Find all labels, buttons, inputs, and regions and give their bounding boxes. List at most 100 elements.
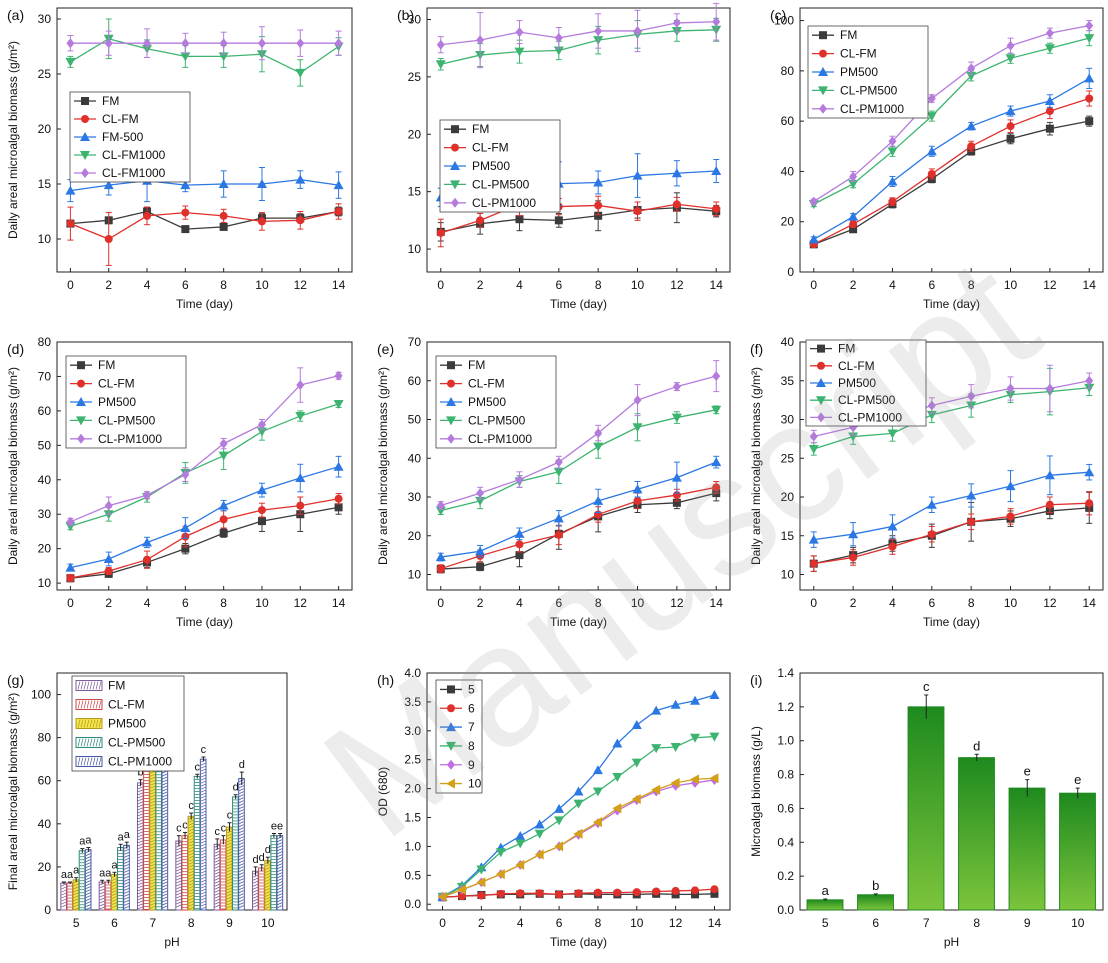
legend-label: CL-PM1000 [98, 432, 162, 446]
significance-label: c [221, 823, 227, 835]
data-point [515, 551, 524, 560]
data-point [435, 506, 446, 516]
bar-hatch [85, 907, 91, 911]
bar-hatch [265, 879, 271, 882]
bar-hatch [277, 899, 283, 903]
bar-hatch [200, 777, 206, 781]
bar-hatch [277, 839, 283, 843]
bar-hatch [162, 794, 168, 798]
bar-hatch [124, 863, 129, 867]
significance-label: d [233, 782, 239, 794]
legend-swatch-hatch [98, 757, 102, 766]
series [435, 455, 722, 562]
series [809, 491, 1094, 572]
bar-hatch [150, 848, 156, 852]
x-tick-label: 6 [928, 278, 935, 292]
x-tick-label: 12 [670, 278, 684, 292]
bar-hatch [124, 902, 129, 906]
data-point [65, 562, 76, 572]
bar-hatch [265, 900, 271, 903]
bar-hatch [200, 843, 206, 847]
bar-hatch [265, 897, 271, 900]
bar-hatch [176, 880, 182, 884]
data-point [181, 544, 190, 553]
legend-label: FM [108, 679, 125, 693]
bar-hatch [85, 868, 91, 872]
x-tick-label: 2 [850, 278, 857, 292]
bar-hatch [200, 804, 206, 808]
data-point [256, 179, 267, 188]
bar-hatch [277, 863, 283, 867]
y-tick-label: 50 [38, 438, 52, 452]
bar-hatch [200, 795, 206, 799]
bar-hatch [214, 904, 220, 908]
bar-hatch [200, 891, 206, 895]
plot-frame [56, 7, 353, 273]
bar-hatch [252, 886, 258, 890]
legend-marker [817, 361, 825, 370]
bar-hatch [200, 876, 206, 880]
bar-hatch [176, 871, 182, 875]
series [809, 20, 1094, 207]
bar-hatch [176, 901, 182, 905]
data-point [670, 742, 681, 752]
legend-label: FM [468, 358, 485, 372]
bar-hatch [176, 862, 182, 866]
series-line [70, 178, 339, 192]
bar-hatch [214, 856, 220, 860]
bar-hatch [162, 875, 168, 879]
data-point [1044, 44, 1055, 54]
plot-frame [426, 672, 731, 911]
series [435, 17, 722, 71]
y-tick-label: 70 [408, 335, 422, 349]
data-point [104, 235, 113, 243]
x-tick-label: 8 [595, 916, 602, 930]
x-tick-label: 4 [144, 596, 151, 610]
chart-panel-c: 0 20 40 60 80 100(c) Time (day) 0 2 4 6 8 10 12 14 FM CL… [770, 7, 1104, 311]
bar-hatch [200, 849, 206, 853]
series [66, 203, 343, 266]
y-tick-label: 60 [408, 374, 422, 388]
y-axis-label: Daily areal microalgal biomass (g/m²) [749, 367, 763, 565]
bar-hatch [162, 887, 168, 891]
bar-hatch [277, 845, 283, 849]
bar-hatch [214, 883, 220, 887]
data-point [1006, 512, 1015, 521]
x-tick-label: 8 [968, 278, 975, 292]
bar-hatch [162, 839, 168, 843]
legend-label: CL-PM500 [472, 177, 530, 191]
bar-hatch [85, 889, 91, 893]
bar-hatch [61, 883, 67, 887]
data-point [296, 216, 305, 225]
y-tick-label: 15 [781, 529, 795, 543]
data-point [104, 38, 113, 49]
legend-label: CL-PM500 [468, 413, 526, 427]
data-point [515, 831, 526, 841]
y-axis-label: Daily areal microalgal biomass (g/m²) [6, 367, 20, 565]
data-point [257, 419, 266, 430]
x-tick-label: 0 [437, 596, 444, 610]
bar-hatch [111, 896, 117, 899]
legend-swatch-hatch [77, 719, 81, 728]
legend-label: CL-PM1000 [840, 102, 904, 116]
significance-label: c [923, 679, 930, 694]
panel-label: (e) [377, 341, 394, 357]
y-tick-label: 30 [38, 12, 52, 26]
bar-hatch [252, 880, 258, 884]
bar-hatch [200, 771, 206, 775]
bar-hatch [176, 865, 182, 869]
x-tick-label: 6 [872, 916, 879, 930]
legend-marker [446, 722, 456, 732]
bar [219, 839, 227, 911]
data-point [709, 689, 720, 699]
legend-label: FM [98, 358, 115, 372]
series-line [70, 506, 339, 579]
legend-swatch-hatch [80, 681, 84, 690]
significance-label: a [118, 831, 125, 843]
data-point [633, 395, 642, 406]
bar-hatch [277, 866, 283, 870]
x-tick-label: 10 [630, 916, 644, 930]
y-tick-label: 0.6 [777, 801, 794, 815]
y-tick-label: 100 [31, 688, 51, 702]
legend-swatch-hatch [95, 681, 99, 690]
